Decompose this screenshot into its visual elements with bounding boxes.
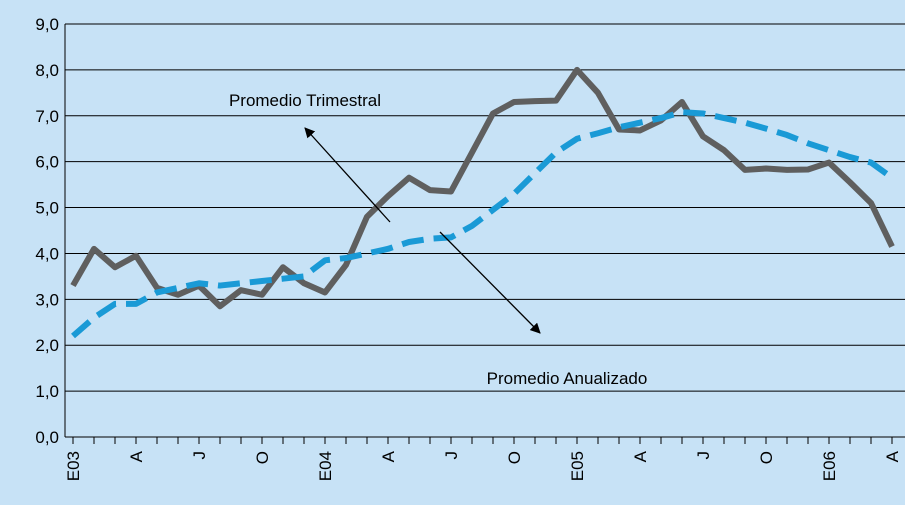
x-tick-label: A [883,450,902,462]
x-tick-label: J [190,451,209,460]
annotation: Promedio Anualizado [487,369,648,388]
series-line [71,109,894,339]
annotation-arrow [439,231,541,334]
x-tick-label: E06 [820,451,839,481]
y-tick-label: 6,0 [35,153,59,172]
y-tick-label: 5,0 [35,199,59,218]
y-tick-label: 1,0 [35,382,59,401]
y-tick-label: 4,0 [35,244,59,263]
y-tick-label: 2,0 [35,336,59,355]
series-line [70,66,895,310]
annotation: Promedio Trimestral [229,91,381,110]
y-tick-label: 9,0 [35,15,59,34]
y-tick-label: 0,0 [35,428,59,447]
x-tick-label: A [631,450,650,462]
x-tick-label: J [694,451,713,460]
x-tick-label: E03 [64,451,83,481]
plot-area: 0,0 1,0 2,0 3,0 4,0 5,0 6,0 7,0 8,0 9,0 E03 A J O E04 A… [35,15,905,481]
x-tick-label: E05 [568,451,587,481]
annotation-arrow [304,127,391,223]
y-tick-label: 3,0 [35,290,59,309]
x-tick-label: J [442,451,461,460]
x-tick-label: O [253,451,272,464]
x-tick-label: E04 [316,451,335,481]
x-tick-label: O [505,451,524,464]
x-tick-label: O [757,451,776,464]
y-tick-label: 7,0 [35,107,59,126]
y-tick-label: 8,0 [35,61,59,80]
x-tick-label: A [379,450,398,462]
x-tick-label: A [127,450,146,462]
